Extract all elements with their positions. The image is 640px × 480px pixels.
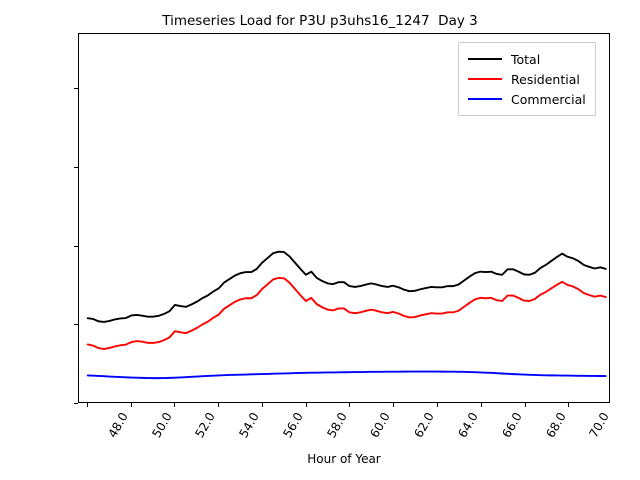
legend-item-total: Total	[468, 49, 586, 69]
legend-swatch-total	[468, 58, 502, 60]
x-tick-label: 58.0	[324, 410, 350, 441]
y-tick-mark	[74, 403, 78, 404]
x-tick-label: 70.0	[586, 410, 613, 441]
series-line-total	[86, 250, 607, 323]
x-tick-label: 68.0	[542, 410, 569, 441]
y-tick-mark	[74, 166, 78, 168]
legend-item-residential: Residential	[468, 69, 586, 89]
x-tick-label: 48.0	[105, 410, 131, 441]
x-tick-mark	[86, 403, 88, 407]
x-tick-label: 64.0	[455, 410, 481, 441]
x-tick-label: 66.0	[499, 410, 525, 441]
x-tick-mark	[568, 403, 570, 407]
series-line-residential	[86, 276, 607, 350]
x-tick-mark	[393, 403, 395, 407]
x-tick-label: 50.0	[148, 410, 175, 441]
x-tick-mark	[349, 403, 351, 407]
x-tick-mark	[261, 403, 263, 407]
chart-title: Timeseries Load for P3U p3uhs16_1247 Day…	[162, 13, 478, 29]
x-tick-label: 54.0	[236, 410, 262, 441]
x-tick-label: 60.0	[367, 410, 394, 441]
y-tick-mark	[74, 324, 78, 326]
x-tick-mark	[130, 403, 132, 407]
x-tick-label: 52.0	[192, 410, 219, 441]
legend-item-commercial: Commercial	[468, 89, 586, 109]
x-tick-mark	[218, 403, 220, 407]
legend-swatch-residential	[468, 78, 502, 80]
y-tick-mark	[74, 88, 78, 90]
legend-label: Total	[511, 51, 541, 67]
x-tick-mark	[480, 403, 482, 407]
x-tick-mark	[174, 403, 176, 407]
legend-label: Commercial	[511, 91, 586, 107]
x-tick-label: 56.0	[280, 410, 306, 441]
legend-swatch-commercial	[468, 98, 502, 100]
legend-label: Residential	[511, 71, 580, 87]
x-tick-mark	[437, 403, 439, 407]
plot-lines	[86, 250, 607, 380]
x-tick-label: 62.0	[411, 410, 438, 441]
x-tick-mark	[524, 403, 526, 407]
x-tick-mark	[305, 403, 307, 407]
series-line-commercial	[86, 370, 607, 380]
x-axis-label: Hour of Year	[307, 452, 381, 466]
y-tick-mark	[74, 245, 78, 247]
chart-legend: Total Residential Commercial	[458, 42, 596, 116]
